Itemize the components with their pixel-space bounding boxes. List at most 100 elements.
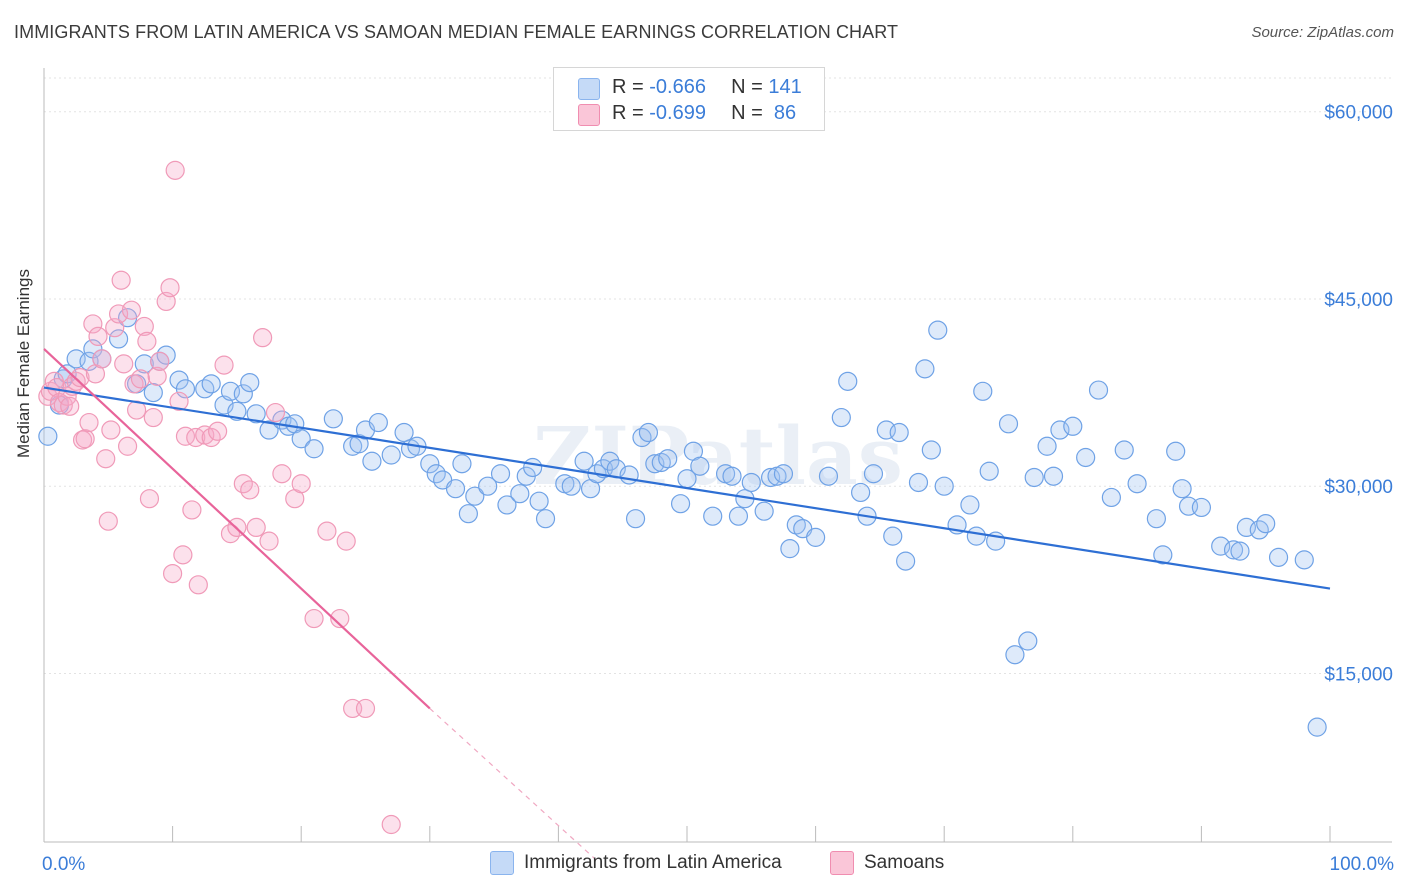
point-latin-america	[291, 429, 311, 449]
point-samoans	[291, 474, 311, 494]
point-latin-america	[1223, 540, 1244, 560]
point-latin-america	[478, 476, 498, 496]
n-value: 86	[768, 102, 797, 124]
point-latin-america	[490, 464, 511, 484]
point-latin-america	[625, 509, 646, 529]
chart-title: IMMIGRANTS FROM LATIN AMERICA VS SAMOAN …	[14, 22, 899, 42]
point-samoans	[272, 464, 292, 484]
point-latin-america	[510, 484, 530, 504]
point-samoans	[60, 396, 80, 416]
point-latin-america	[561, 476, 581, 496]
point-latin-america	[921, 440, 941, 460]
point-latin-america	[195, 379, 215, 399]
point-latin-america	[362, 451, 382, 471]
point-latin-america	[1037, 436, 1057, 456]
point-latin-america	[1172, 479, 1192, 499]
bottom-legend-latin-america: Immigrants from Latin America	[490, 851, 782, 877]
point-latin-america	[175, 379, 196, 399]
watermark: ZIPatlas	[533, 409, 903, 503]
point-samoans	[134, 316, 154, 337]
point-latin-america	[1307, 717, 1327, 737]
point-samoans	[182, 500, 202, 520]
point-samoans	[259, 531, 279, 551]
point-latin-america	[1043, 466, 1064, 486]
n-label: N =	[731, 102, 769, 124]
point-samoans	[108, 304, 129, 324]
point-samoans	[330, 608, 350, 629]
point-samoans	[124, 374, 144, 394]
point-latin-america	[960, 495, 980, 515]
point-latin-america	[760, 467, 781, 488]
point-latin-america	[259, 420, 279, 440]
trend-line-samoans	[43, 348, 431, 710]
point-latin-america	[529, 491, 549, 511]
point-latin-america	[703, 506, 723, 526]
point-latin-america	[535, 509, 556, 529]
point-samoans	[117, 436, 138, 456]
n-label: N =	[731, 76, 769, 98]
legend-label: Immigrants from Latin America	[524, 852, 782, 874]
point-latin-america	[973, 381, 993, 401]
point-latin-america	[722, 466, 742, 486]
point-samoans	[265, 402, 286, 423]
point-latin-america	[838, 371, 858, 391]
point-samoans	[92, 349, 112, 369]
point-samoans	[137, 331, 157, 351]
y-axis-label: Median Female Earnings	[14, 269, 33, 458]
point-latin-america	[619, 465, 639, 485]
r-value: -0.666	[649, 76, 706, 98]
point-latin-america	[1088, 380, 1109, 400]
legend-label: Samoans	[864, 852, 945, 874]
point-samoans	[143, 407, 163, 428]
point-latin-america	[690, 456, 710, 476]
point-samoans	[304, 608, 324, 629]
point-samoans	[165, 160, 185, 180]
point-samoans	[208, 421, 228, 441]
point-latin-america	[1268, 547, 1289, 567]
point-samoans	[150, 351, 170, 371]
point-latin-america	[1153, 545, 1173, 565]
y-tick-label: $60,000	[1324, 103, 1393, 124]
point-latin-america	[143, 382, 163, 403]
point-latin-america	[1024, 467, 1044, 488]
point-latin-america	[818, 466, 839, 486]
point-latin-america	[754, 501, 774, 521]
point-latin-america	[465, 486, 485, 506]
point-samoans	[246, 517, 266, 538]
point-latin-america	[773, 464, 794, 484]
legend-swatch-samoans	[578, 104, 600, 126]
point-latin-america	[1005, 645, 1025, 665]
point-latin-america	[1146, 509, 1166, 529]
source-label: Source: ZipAtlas.com	[1251, 24, 1394, 41]
point-latin-america	[227, 401, 247, 421]
point-samoans	[173, 545, 193, 565]
y-tick-label: $45,000	[1324, 290, 1393, 311]
point-latin-america	[638, 422, 659, 443]
point-samoans	[83, 314, 103, 334]
trend-line-samoans-extension	[429, 707, 598, 862]
point-samoans	[253, 328, 273, 348]
point-latin-america	[458, 504, 478, 524]
point-latin-america	[966, 526, 986, 546]
point-latin-america	[1127, 474, 1147, 494]
legend-swatch-samoans	[830, 851, 854, 875]
point-latin-america	[728, 506, 749, 526]
point-latin-america	[134, 354, 154, 374]
correlation-legend: R = -0.666 N = 141 R = -0.699 N = 86	[553, 67, 825, 131]
point-latin-america	[574, 451, 594, 471]
point-samoans	[175, 426, 196, 446]
point-latin-america	[1294, 550, 1314, 570]
point-samoans	[130, 369, 151, 389]
point-samoans	[188, 575, 208, 595]
n-value: 141	[768, 76, 802, 98]
point-latin-america	[741, 472, 761, 493]
point-latin-america	[831, 407, 851, 428]
point-latin-america	[928, 320, 948, 340]
y-tick-label: $15,000	[1324, 664, 1393, 685]
legend-swatch-latin-america	[490, 851, 514, 875]
point-latin-america	[394, 422, 414, 443]
point-latin-america	[497, 495, 517, 515]
point-latin-america	[645, 454, 665, 474]
point-samoans	[169, 391, 189, 411]
